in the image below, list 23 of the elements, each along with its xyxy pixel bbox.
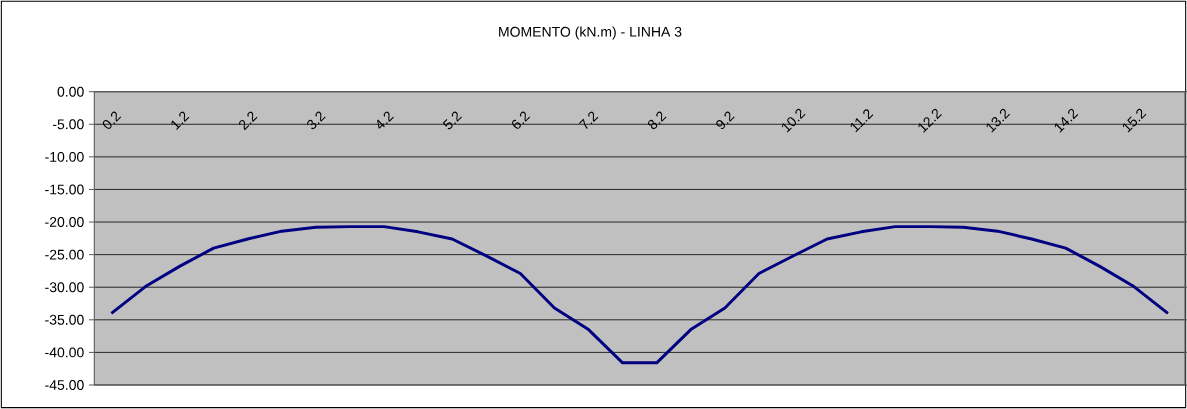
y-tick-label: -25.00 [45, 249, 84, 260]
line-series [109, 225, 1170, 365]
x-tick-label: 11.2 [850, 109, 874, 133]
y-tick-label: -20.00 [45, 217, 84, 228]
y-tick-label: -10.00 [45, 151, 84, 162]
y-tick-label: -30.00 [45, 282, 84, 293]
chart-title: MOMENTO (kN.m) - LINHA 3 [499, 26, 682, 40]
x-tick-label: 3.2 [307, 111, 326, 130]
y-tick-label: -40.00 [45, 347, 84, 358]
x-tick-label: 8.2 [647, 111, 667, 130]
y-tick-label: 0.00 [57, 86, 84, 97]
y-tick-label: -35.00 [45, 314, 84, 325]
x-tick-label: 0.2 [102, 111, 122, 129]
y-tick-label: -5.00 [52, 119, 84, 130]
x-tick-label: 4.2 [377, 111, 394, 129]
y-tick-label: -45.00 [45, 380, 84, 390]
x-tick-label: 2.2 [239, 111, 258, 131]
x-tick-label: 1.2 [171, 111, 190, 130]
y-tick-label: -15.00 [45, 184, 84, 195]
x-tick-label: 7.2 [578, 111, 599, 129]
x-tick-label: 5.2 [442, 111, 462, 130]
x-tick-label: 6.2 [512, 111, 531, 129]
x-tick-label: 9.2 [716, 111, 735, 130]
